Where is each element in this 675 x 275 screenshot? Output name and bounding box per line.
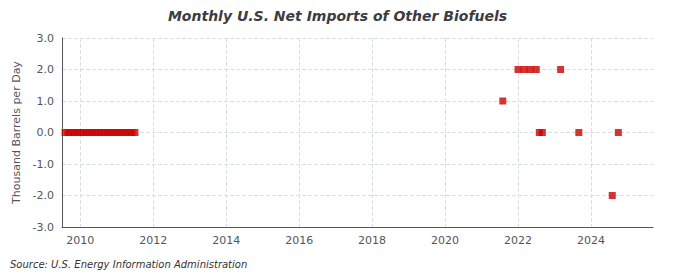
svg-text:Monthly U.S. Net Imports of Ot: Monthly U.S. Net Imports of Other Biofue… [168,8,507,24]
svg-text:-3.0: -3.0 [33,221,54,234]
svg-text:-2.0: -2.0 [33,189,54,202]
svg-text:-1.0: -1.0 [33,158,54,171]
svg-text:Source: U.S. Energy Informatio: Source: U.S. Energy Information Administ… [10,259,247,270]
svg-text:3.0: 3.0 [37,32,55,45]
svg-text:2014: 2014 [212,234,240,247]
svg-text:2.0: 2.0 [37,63,55,76]
svg-text:Thousand Barrels per Day: Thousand Barrels per Day [10,61,23,205]
svg-text:2016: 2016 [285,234,313,247]
svg-text:0.0: 0.0 [37,126,55,139]
svg-text:2018: 2018 [358,234,386,247]
svg-text:1.0: 1.0 [37,95,55,108]
svg-text:2010: 2010 [66,234,94,247]
svg-text:2020: 2020 [431,234,459,247]
svg-text:2012: 2012 [139,234,167,247]
svg-text:2024: 2024 [577,234,605,247]
svg-text:2022: 2022 [504,234,532,247]
